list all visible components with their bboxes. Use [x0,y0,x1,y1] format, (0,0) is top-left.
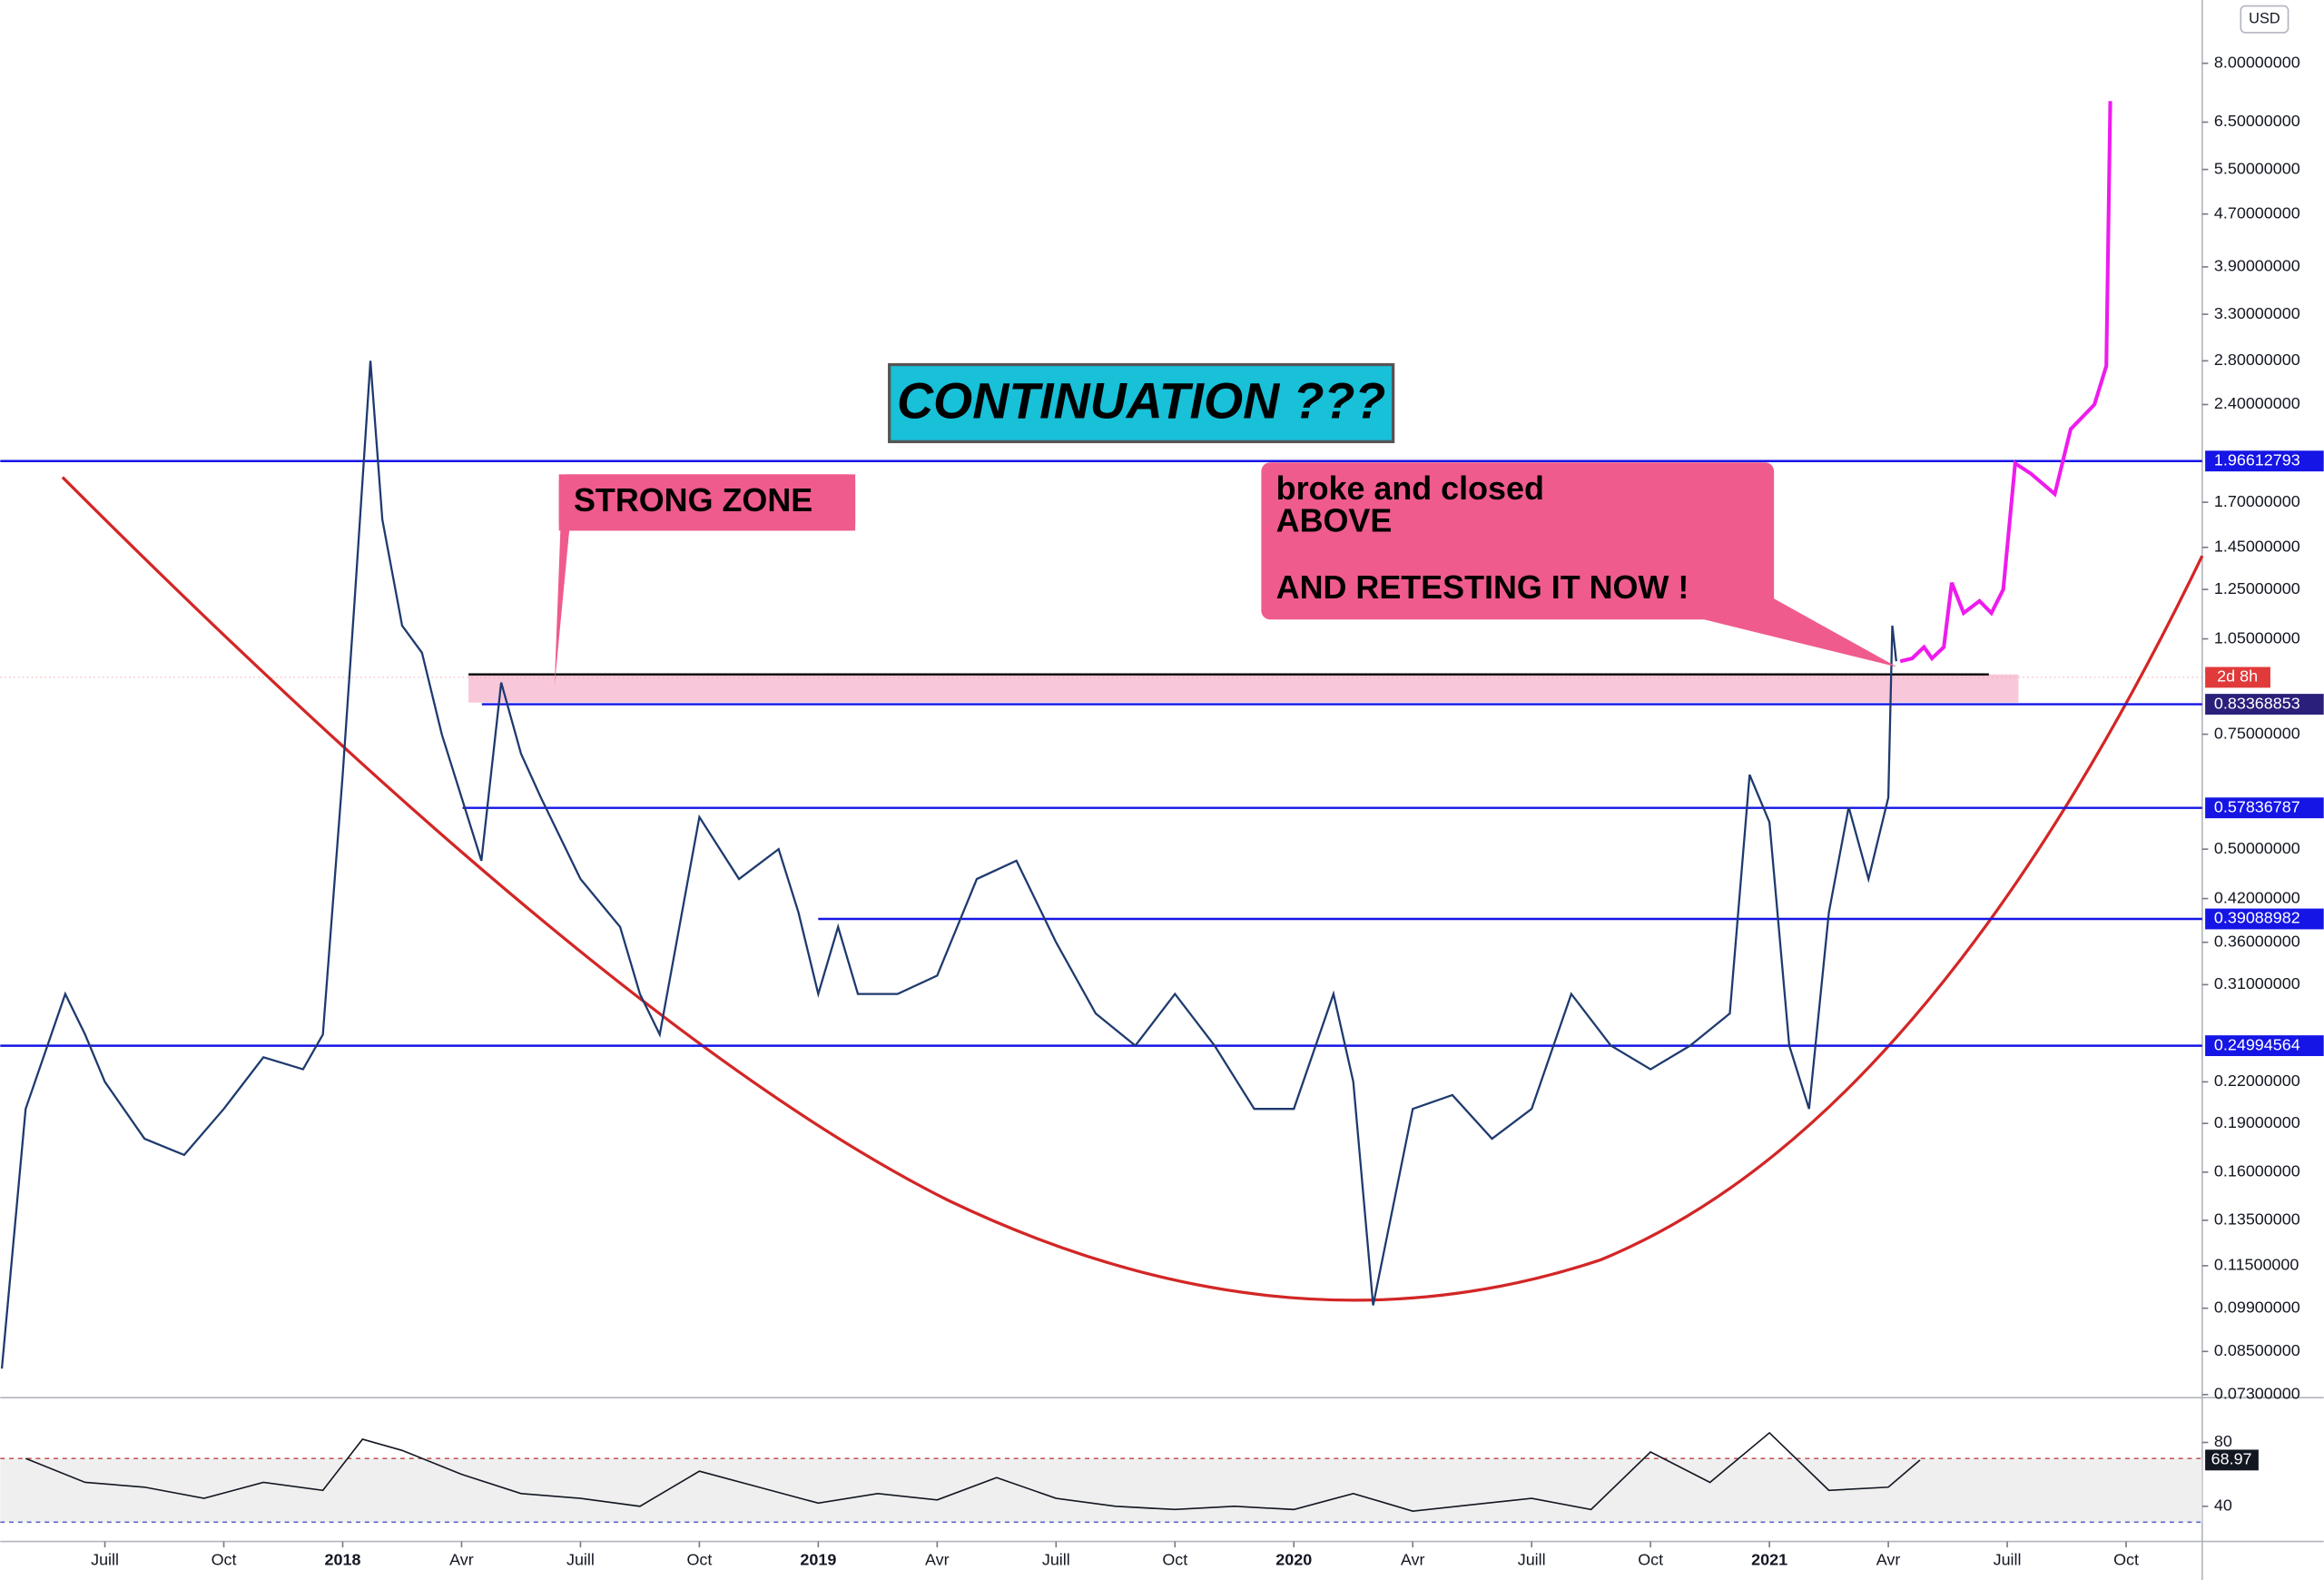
y-tick-label: 4.70000000 [2214,203,2300,222]
x-tick-label: Oct [212,1551,237,1569]
x-tick-label: Avr [925,1551,950,1569]
plot [0,101,2112,1512]
x-tick-label: Avr [1876,1551,1901,1569]
y-tick-label: 3.30000000 [2214,304,2300,322]
level-tag [2205,450,2324,472]
y-tick-label: 1.05000000 [2214,628,2300,647]
level-tag-label: 0.39088982 [2214,909,2300,927]
level-tag [2205,694,2324,715]
time-tag [2205,667,2270,688]
x-tick-label: Juill [1518,1551,1546,1569]
x-tick-label: Oct [1162,1551,1187,1569]
x-tick-label: 2019 [800,1551,836,1569]
zone-callout-body [558,474,856,531]
price-line [0,360,1897,1369]
y-tick-label: 0.13500000 [2214,1210,2300,1229]
x-tick-label: Juill [1994,1551,2022,1569]
level-tag-label: 0.83368853 [2214,694,2300,712]
callout-line: ABOVE [1276,503,1393,539]
callout-line: AND RETESTING IT NOW ! [1276,569,1689,606]
y-tick-label: 0.11500000 [2214,1256,2299,1274]
y-tick-label: 0.08500000 [2214,1341,2300,1359]
y-tick-label: 0.22000000 [2214,1071,2300,1090]
x-tick-label: 2021 [1751,1551,1787,1569]
y-tick-label: 0.07300000 [2214,1385,2300,1403]
x-tick-label: Juill [91,1551,119,1569]
rsi-value-tag [2205,1449,2259,1471]
x-tick-label: Avr [449,1551,474,1569]
time-tag-label: 2d 8h [2217,667,2258,686]
y-tick-label: 0.19000000 [2214,1113,2300,1131]
x-tick-label: 2018 [325,1551,361,1569]
y-tick-label: 0.50000000 [2214,839,2300,857]
x-tick-label: Avr [1401,1551,1425,1569]
x-tick-label: Oct [1638,1551,1663,1569]
y-tick-label: 2.80000000 [2214,351,2300,369]
y-tick-label: 0.36000000 [2214,932,2300,950]
y-tick-label: 1.45000000 [2214,538,2300,556]
y-tick-label: 0.16000000 [2214,1162,2300,1180]
y-tick-label: 0.75000000 [2214,724,2300,742]
level-tag-label: 1.96612793 [2214,450,2300,469]
rsi-line [25,1431,1921,1512]
level-tag [2205,797,2324,819]
rsi-band [0,1458,2202,1523]
y-tick-label: 0.42000000 [2214,888,2300,906]
currency-badge[interactable] [2240,5,2290,34]
x-tick-label: Oct [2113,1551,2139,1569]
rsi-value-label: 68.97 [2211,1450,2252,1468]
rsi-tick-label: 40 [2214,1496,2232,1515]
y-tick-label: 6.50000000 [2214,112,2300,130]
level-tag-label: 0.57836787 [2214,797,2300,815]
level-tag [2205,908,2324,930]
axes: 8.00000000 6.50000000 5.50000000 4.70000000… [91,53,2324,1569]
projection-line [1899,101,2112,664]
x-tick-label: 2020 [1275,1551,1312,1569]
strong-zone [468,674,2019,703]
level-tag-label: 0.24994564 [2214,1035,2300,1053]
y-tick-label: 0.31000000 [2214,974,2300,992]
level-tag [2205,1035,2324,1057]
rsi-tick-label: 80 [2214,1432,2232,1450]
currency[interactable]: USD [2249,11,2280,27]
y-tick-label: 5.50000000 [2214,159,2300,177]
x-tick-label: Oct [686,1551,712,1569]
y-tick-label: 2.40000000 [2214,394,2300,412]
y-tick-label: 3.90000000 [2214,257,2300,275]
x-tick-label: Juill [1042,1551,1070,1569]
y-tick-label: 1.70000000 [2214,492,2300,510]
zone-label: STRONG ZONE [574,482,812,518]
x-tick-label: Juill [566,1551,595,1569]
y-tick-label: 1.25000000 [2214,579,2300,597]
y-tick-label: 8.00000000 [2214,53,2300,71]
callout-line: broke and closed [1276,470,1544,507]
title-box [888,362,1395,444]
title: CONTINUATION ??? [897,372,1385,429]
callout-box [1261,462,1775,620]
y-tick-label: 0.09900000 [2214,1298,2300,1316]
cup-curve [61,476,2204,1302]
levels [0,459,2202,1047]
